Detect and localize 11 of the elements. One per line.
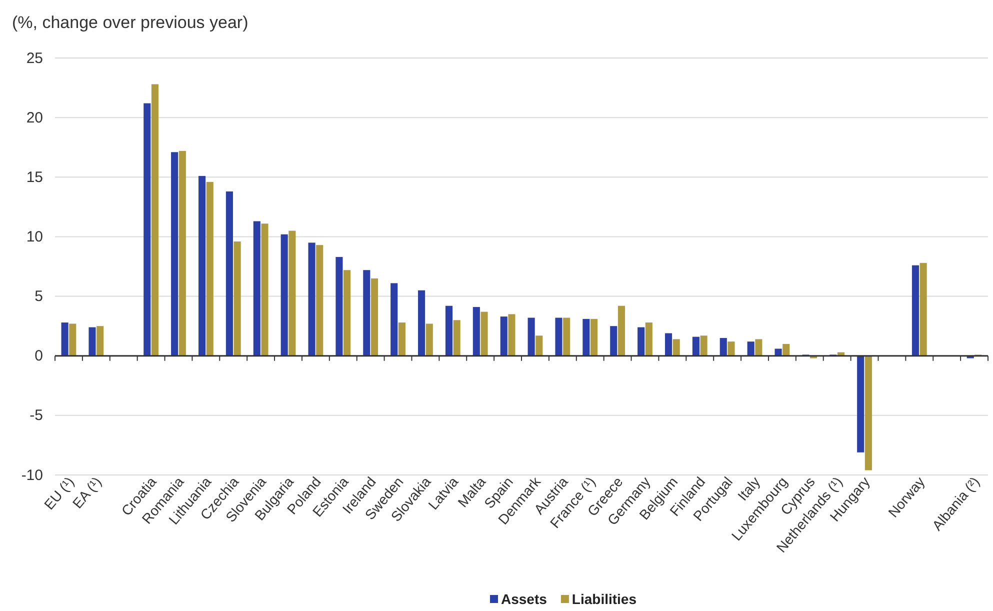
y-axis-title: (%, change over previous year) [12, 13, 248, 32]
y-tick-label: 0 [34, 348, 43, 365]
y-tick-label: 10 [26, 228, 43, 246]
legend-label: Assets [501, 591, 548, 607]
y-tick-label: 20 [26, 109, 43, 126]
y-tick-label: -10 [21, 466, 43, 484]
legend-label: Liabilities [572, 591, 637, 607]
y-tick-label: 25 [26, 50, 43, 67]
y-tick-label: 15 [26, 168, 43, 186]
y-tick-label: 5 [34, 288, 43, 306]
y-tick-label: -5 [30, 407, 43, 424]
